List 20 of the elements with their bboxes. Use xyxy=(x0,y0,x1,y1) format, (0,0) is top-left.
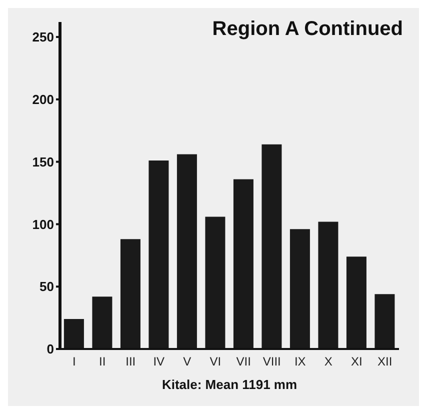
y-tick-label: 150 xyxy=(32,154,54,170)
x-tick-label: III xyxy=(126,354,136,369)
x-tick-label: VIII xyxy=(262,354,281,369)
x-tick-label: I xyxy=(72,354,76,369)
x-tick-label: VI xyxy=(210,354,222,369)
y-tick-label: 250 xyxy=(32,30,54,45)
x-tick-label: VII xyxy=(236,354,251,369)
y-tick-label: 0 xyxy=(46,342,54,357)
x-tick-label: II xyxy=(99,354,106,369)
x-tick-label: IX xyxy=(294,354,306,369)
chart-title: Region A Continued xyxy=(212,18,403,41)
x-tick-label: IV xyxy=(153,354,165,369)
x-tick-label: XI xyxy=(350,354,362,369)
y-tick-label: 200 xyxy=(32,92,54,107)
y-tick-label: 100 xyxy=(32,216,54,232)
x-tick-label: XII xyxy=(378,354,392,369)
y-tick-label: 50 xyxy=(40,279,54,294)
x-tick-label: V xyxy=(183,354,192,369)
x-axis-title: Kitale: Mean 1191 mm xyxy=(162,377,298,392)
x-tick-label: X xyxy=(324,354,332,369)
